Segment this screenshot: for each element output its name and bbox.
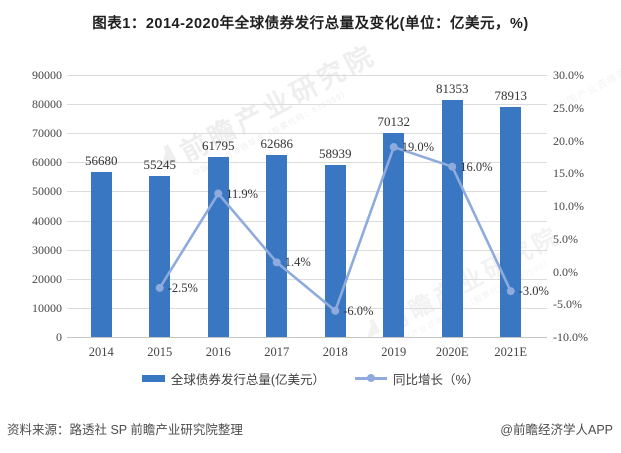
y-axis-tick-left: 10000 [32, 300, 62, 315]
y-axis-tick-left: 60000 [32, 155, 62, 170]
y-axis-tick-left: 40000 [32, 213, 62, 228]
y-axis-tick-left: 50000 [32, 184, 62, 199]
y-axis-tick-right: 5.0% [553, 231, 578, 246]
legend-bar-label: 全球债券发行总量(亿美元） [170, 372, 326, 387]
y-axis-tick-left: 20000 [32, 271, 62, 286]
bar [90, 171, 112, 337]
x-axis-tick: 2018 [322, 345, 348, 359]
bar-value-label: 58939 [319, 146, 352, 162]
y-axis-tick-right: 25.0% [553, 100, 584, 115]
bar-value-label: 61795 [202, 138, 235, 154]
y-axis-tick-right: 30.0% [553, 68, 584, 82]
line-value-label: 11.9% [226, 186, 259, 201]
y-axis-tick-left: 80000 [32, 97, 62, 112]
bar-value-label: 56680 [85, 152, 118, 168]
footer: 资料来源：路透社 SP 前瞻产业研究院整理 @前瞻经济学人APP [0, 419, 621, 437]
y-axis-tick-left: 90000 [32, 68, 62, 82]
bar-value-label: 78913 [494, 88, 528, 104]
legend: 全球债券发行总量(亿美元） 同比增长（%） [0, 369, 621, 387]
bar [383, 132, 405, 337]
gridline [67, 249, 547, 251]
y-axis-tick-right: -5.0% [553, 297, 582, 312]
x-axis-tick: 2021E [494, 345, 528, 359]
line-marker [331, 306, 340, 315]
y-axis-tick-left: 70000 [32, 126, 62, 141]
bar-value-label: 55245 [143, 157, 177, 173]
gridline [67, 191, 547, 193]
source-note: 资料来源：路透社 SP 前瞻产业研究院整理 [7, 423, 243, 437]
x-axis-tick: 2016 [205, 345, 231, 359]
bar [149, 176, 171, 337]
x-axis-tick: 2015 [147, 345, 173, 359]
x-axis-tick: 2017 [264, 345, 290, 359]
y-axis-tick-right: 0.0% [553, 264, 578, 279]
chart-title: 图表1：2014-2020年全球债券发行总量及变化(单位：亿美元，%) [92, 16, 529, 32]
bar [441, 100, 463, 337]
x-axis-tick: 2014 [88, 345, 114, 359]
gridline [67, 220, 547, 222]
bar [266, 154, 288, 337]
legend-line-label: 同比增长（%） [393, 372, 480, 387]
line-marker [272, 258, 281, 267]
y-axis-tick-right: 10.0% [553, 199, 584, 213]
line-marker [389, 143, 398, 152]
y-axis-tick-left: 30000 [32, 242, 62, 257]
gridline [67, 75, 547, 76]
gridline [67, 307, 547, 309]
line-value-label: -3.0% [518, 284, 549, 299]
y-axis-tick-left: 0 [56, 330, 62, 344]
y-axis-tick-right: 20.0% [553, 133, 584, 148]
y-axis-tick-right: 15.0% [553, 166, 584, 181]
line-value-label: -2.5% [167, 280, 198, 295]
bar-value-label: 81353 [436, 81, 469, 97]
legend-item-bars: 全球债券发行总量(亿美元） [141, 369, 326, 388]
bar-value-label: 70132 [377, 113, 411, 129]
legend-item-line: 同比增长（%） [355, 369, 479, 388]
gridline [67, 162, 547, 164]
bar-value-label: 62686 [260, 135, 294, 151]
gridline [67, 278, 547, 280]
line-swatch-icon [355, 374, 388, 383]
line-value-label: 19.0% [401, 140, 435, 155]
line-value-label: 1.4% [284, 255, 311, 270]
bar-swatch-icon [141, 374, 165, 382]
line-marker [155, 283, 164, 292]
line-marker [506, 287, 515, 296]
gridline [67, 133, 547, 135]
line-marker [214, 189, 223, 198]
x-axis-line [67, 337, 547, 338]
gridline [67, 104, 547, 106]
x-axis-tick: 2020E [435, 345, 469, 359]
line-marker [448, 162, 457, 171]
line-value-label: 16.0% [460, 159, 493, 174]
x-axis-tick: 2019 [381, 345, 407, 359]
brand-note: @前瞻经济学人APP [500, 423, 613, 437]
y-axis-tick-right: -10.0% [553, 330, 588, 344]
line-value-label: -6.0% [343, 303, 374, 318]
